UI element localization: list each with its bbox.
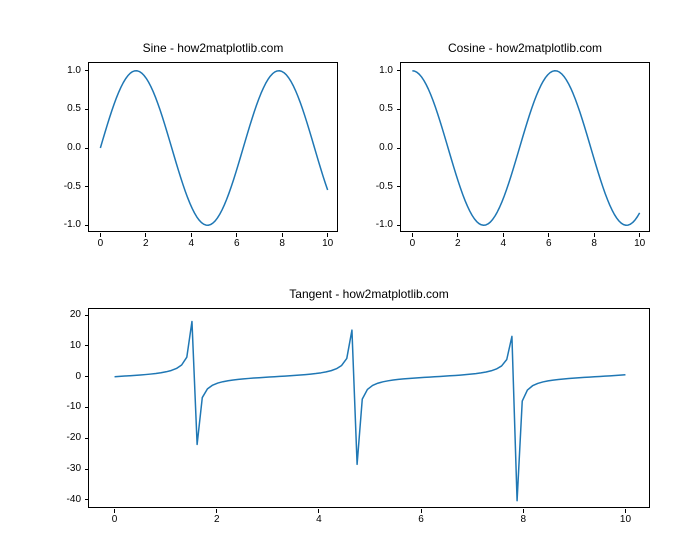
y-tick-label: -1.0 bbox=[64, 220, 81, 230]
sine-panel: Sine - how2matplotlib.com0246810-1.0-0.5… bbox=[88, 62, 338, 232]
x-tick-label: 2 bbox=[214, 515, 220, 525]
x-tick-mark bbox=[548, 233, 549, 237]
x-tick-label: 2 bbox=[143, 239, 149, 249]
x-tick-mark bbox=[216, 509, 217, 513]
x-tick-mark bbox=[236, 233, 237, 237]
tangent-title: Tangent - how2matplotlib.com bbox=[89, 287, 649, 301]
y-tick-label: 20 bbox=[70, 310, 81, 320]
x-tick-mark bbox=[100, 233, 101, 237]
y-tick-label: 0.5 bbox=[379, 104, 393, 114]
y-tick-label: 0 bbox=[75, 372, 81, 382]
y-tick-label: 1.0 bbox=[379, 66, 393, 76]
cosine-title: Cosine - how2matplotlib.com bbox=[401, 41, 649, 55]
x-tick-label: 6 bbox=[546, 239, 552, 249]
x-tick-mark bbox=[625, 509, 626, 513]
y-tick-label: -20 bbox=[67, 433, 81, 443]
x-tick-mark bbox=[327, 233, 328, 237]
y-tick-label: -0.5 bbox=[64, 182, 81, 192]
x-tick-label: 8 bbox=[279, 239, 285, 249]
y-tick-label: -10 bbox=[67, 402, 81, 412]
y-tick-label: -30 bbox=[67, 464, 81, 474]
x-tick-mark bbox=[318, 509, 319, 513]
x-tick-mark bbox=[639, 233, 640, 237]
cosine-panel: Cosine - how2matplotlib.com0246810-1.0-0… bbox=[400, 62, 650, 232]
x-tick-label: 10 bbox=[634, 239, 645, 249]
x-tick-mark bbox=[594, 233, 595, 237]
sine-title: Sine - how2matplotlib.com bbox=[89, 41, 337, 55]
x-tick-mark bbox=[457, 233, 458, 237]
y-tick-label: 0.0 bbox=[379, 143, 393, 153]
y-tick-label: 10 bbox=[70, 341, 81, 351]
x-tick-mark bbox=[191, 233, 192, 237]
cosine-line bbox=[412, 71, 639, 226]
x-tick-mark bbox=[523, 509, 524, 513]
sine-plot bbox=[89, 63, 339, 233]
tangent-plot bbox=[89, 309, 651, 509]
tangent-line bbox=[115, 321, 626, 500]
x-tick-label: 6 bbox=[418, 515, 424, 525]
figure: Sine - how2matplotlib.com 0 2 4 6 8 10 -1.0 -0.5… bbox=[0, 0, 700, 560]
x-tick-label: 0 bbox=[112, 515, 118, 525]
x-tick-mark bbox=[114, 509, 115, 513]
x-tick-mark bbox=[282, 233, 283, 237]
x-tick-mark bbox=[503, 233, 504, 237]
y-tick-label: 0.0 bbox=[67, 143, 81, 153]
y-tick-label: -1.0 bbox=[376, 220, 393, 230]
x-tick-label: 2 bbox=[455, 239, 461, 249]
x-tick-label: 0 bbox=[410, 239, 416, 249]
x-tick-label: 10 bbox=[322, 239, 333, 249]
x-tick-label: 0 bbox=[98, 239, 104, 249]
x-tick-label: 8 bbox=[520, 515, 526, 525]
x-tick-label: 6 bbox=[234, 239, 240, 249]
sine-line bbox=[100, 71, 327, 225]
x-tick-label: 4 bbox=[188, 239, 194, 249]
tangent-panel: Tangent - how2matplotlib.com0246810-40-3… bbox=[88, 308, 650, 508]
y-tick-label: -0.5 bbox=[376, 182, 393, 192]
x-tick-mark bbox=[145, 233, 146, 237]
y-tick-label: 0.5 bbox=[67, 104, 81, 114]
x-tick-mark bbox=[421, 509, 422, 513]
x-tick-label: 10 bbox=[620, 515, 631, 525]
x-tick-label: 4 bbox=[500, 239, 506, 249]
x-tick-label: 8 bbox=[591, 239, 597, 249]
x-tick-mark bbox=[412, 233, 413, 237]
x-tick-label: 4 bbox=[316, 515, 322, 525]
y-tick-label: -40 bbox=[67, 495, 81, 505]
y-tick-label: 1.0 bbox=[67, 66, 81, 76]
cosine-plot bbox=[401, 63, 651, 233]
